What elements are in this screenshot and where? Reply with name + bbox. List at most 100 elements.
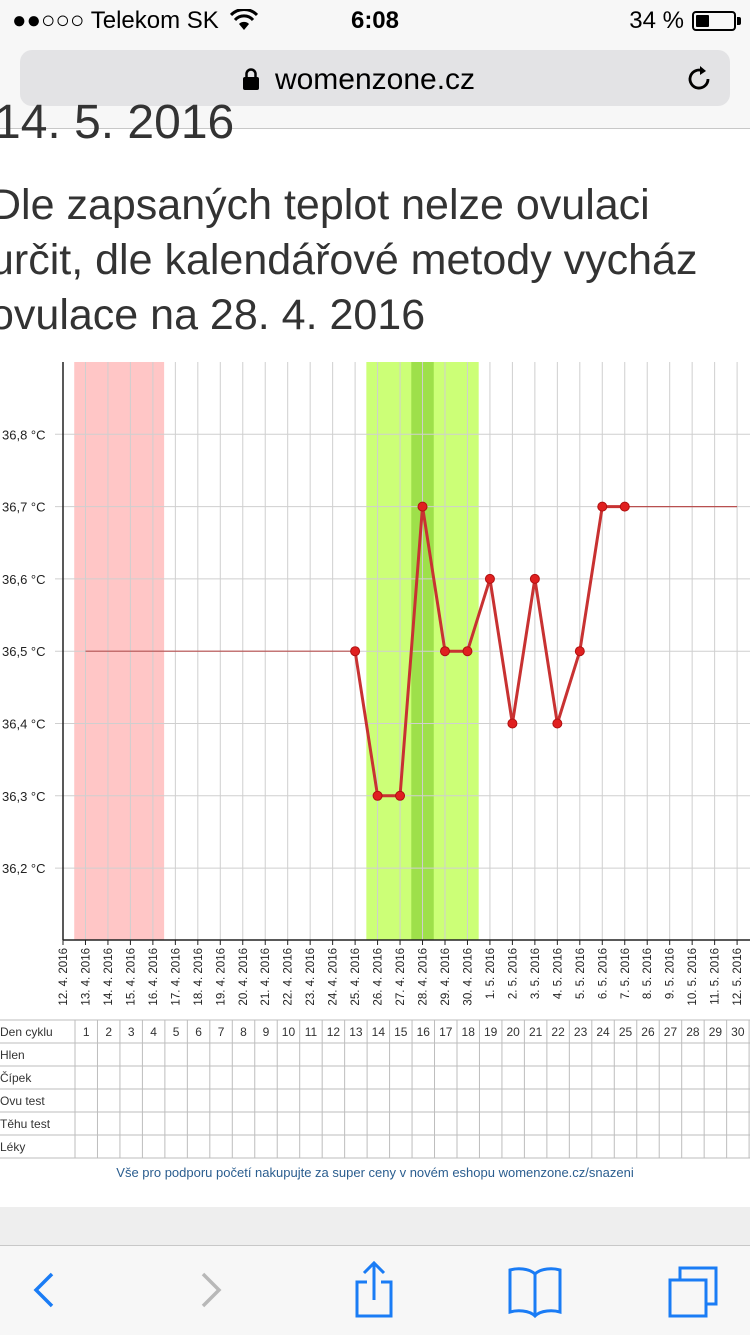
x-tick-label: 8. 5. 2016 [642,948,654,999]
temperature-point [372,790,383,801]
x-tick-label: 16. 4. 2016 [148,948,160,1006]
date-heading: 14. 5. 2016 [0,96,235,149]
clock: 6:08 [350,7,400,34]
temperature-point [597,501,608,512]
cycle-day-number: 10 [282,1025,296,1039]
cycle-day-number: 11 [305,1025,318,1039]
x-tick-label: 30. 4. 2016 [462,948,474,1006]
reload-icon[interactable] [684,64,714,94]
cycle-day-number: 20 [506,1025,520,1039]
url-field[interactable]: womenzone.cz [20,50,730,106]
cycle-day-number: 17 [439,1025,453,1039]
x-tick-label: 28. 4. 2016 [418,948,430,1006]
table-row-label: Ovu test [0,1094,45,1108]
temperature-point [417,501,428,512]
share-icon[interactable] [350,1260,398,1320]
cycle-day-number: 8 [240,1025,247,1039]
ovulation-message: Dle zapsaných teplot nelze ovulaci určit… [0,178,750,343]
x-tick-label: 22. 4. 2016 [283,948,295,1006]
tabs-icon[interactable] [666,1260,722,1320]
x-tick-label: 6. 5. 2016 [597,948,609,999]
x-tick-label: 18. 4. 2016 [193,948,205,1006]
cycle-day-number: 22 [551,1025,565,1039]
temperature-point [350,646,361,657]
table-row-label: Těhu test [0,1117,51,1131]
temperature-point [484,573,495,584]
cycle-day-number: 27 [664,1025,678,1039]
x-tick-label: 17. 4. 2016 [170,948,182,1006]
message-line: určit, dle kalendářové metody vycház [0,236,698,284]
url-domain: womenzone.cz [274,63,476,96]
y-axis-label: 36,8 °C [2,427,46,442]
x-tick-label: 15. 4. 2016 [125,948,137,1006]
x-tick-label: 9. 5. 2016 [665,948,677,999]
temperature-point [395,790,406,801]
y-axis-label: 36,7 °C [2,500,46,515]
x-tick-label: 5. 5. 2016 [575,948,587,999]
x-tick-label: 1. 5. 2016 [485,948,497,999]
x-tick-label: 29. 4. 2016 [440,948,452,1006]
x-tick-label: 14. 4. 2016 [103,948,115,1006]
cycle-day-number: 5 [173,1025,180,1039]
status-bar: ●●○○○ Telekom SK 6:08 34 % [0,0,750,40]
back-icon[interactable] [28,1260,60,1320]
cycle-day-number: 29 [709,1025,723,1039]
x-tick-label: 13. 4. 2016 [80,948,92,1006]
x-tick-label: 12. 5. 2016 [732,948,744,1006]
temperature-point [552,718,563,729]
x-tick-label: 24. 4. 2016 [328,948,340,1006]
message-line: ovulace na 28. 4. 2016 [0,291,426,339]
cycle-day-number: 16 [417,1025,431,1039]
cycle-day-number: 12 [327,1025,341,1039]
cycle-day-number: 21 [529,1025,543,1039]
x-tick-label: 10. 5. 2016 [687,948,699,1006]
y-axis-label: 36,4 °C [2,717,46,732]
cycle-day-number: 6 [195,1025,202,1039]
x-tick-label: 20. 4. 2016 [238,948,250,1006]
lock-icon [243,68,259,90]
cycle-day-number: 9 [263,1025,270,1039]
temperature-point [574,646,585,657]
battery-tip [737,17,741,25]
x-tick-label: 11. 5. 2016 [710,948,722,1005]
cycle-day-number: 1 [83,1025,90,1039]
cycle-day-number: 18 [462,1025,476,1039]
cycle-day-number: 30 [731,1025,745,1039]
cycle-day-number: 23 [574,1025,588,1039]
cycle-day-number: 25 [619,1025,633,1039]
x-tick-label: 2. 5. 2016 [507,948,519,999]
cycle-day-number: 2 [105,1025,112,1039]
cycle-day-number: 3 [128,1025,135,1039]
battery-percent: 34 % [629,7,684,34]
x-tick-label: 27. 4. 2016 [395,948,407,1006]
wifi-icon [230,9,258,30]
bookmarks-icon[interactable] [507,1260,563,1320]
cycle-day-number: 4 [150,1025,157,1039]
y-axis-label: 36,5 °C [2,644,46,659]
x-tick-label: 26. 4. 2016 [373,948,385,1006]
x-tick-label: 21. 4. 2016 [260,948,272,1006]
message-line: Dle zapsaných teplot nelze ovulaci [0,181,650,229]
x-tick-label: 3. 5. 2016 [530,948,542,999]
cycle-day-number: 14 [372,1025,386,1039]
temperature-chart: 36,8 °C 36,7 °C 36,6 °C 36,5 °C 36,4 °C 36,3 … [0,362,750,1159]
y-axis-label: 36,2 °C [2,861,46,876]
cycle-day-number: 28 [686,1025,700,1039]
temperature-point [462,646,473,657]
forward-icon[interactable] [195,1260,227,1320]
browser-toolbar [0,1245,750,1335]
table-row-label: Čípek [0,1070,32,1085]
cycle-day-number: 13 [349,1025,363,1039]
x-tick-label: 23. 4. 2016 [305,948,317,1006]
temperature-point [619,501,630,512]
x-tick-label: 4. 5. 2016 [552,948,564,999]
battery-icon [692,11,736,31]
cycle-day-number: 26 [641,1025,655,1039]
x-tick-label: 19. 4. 2016 [215,948,227,1006]
table-row-label: Hlen [0,1048,25,1062]
table-row-label: Léky [0,1140,25,1154]
eshop-promo-link[interactable]: Vše pro podporu početí nakupujte za supe… [116,1165,634,1180]
browser-address-bar: womenzone.cz [0,40,750,129]
carrier-label: ●●○○○ Telekom SK [12,7,219,34]
x-tick-label: 7. 5. 2016 [620,948,632,999]
